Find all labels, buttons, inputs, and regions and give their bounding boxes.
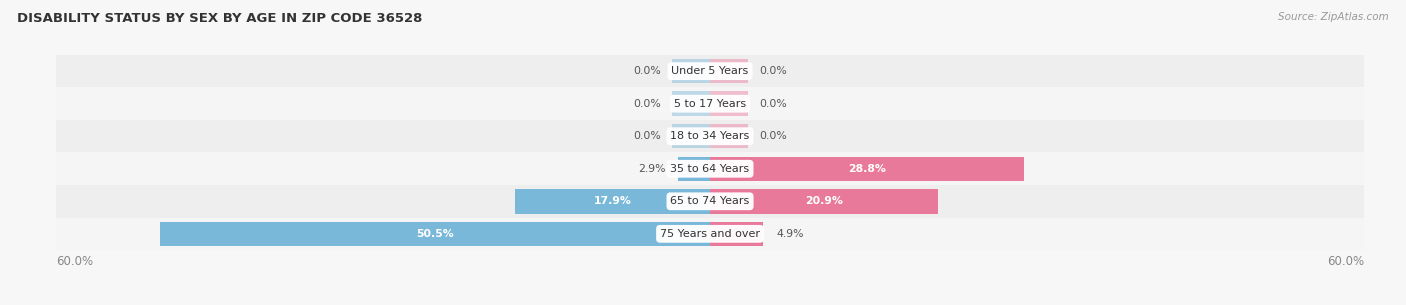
Text: 75 Years and over: 75 Years and over [659,229,761,239]
Bar [710,156,1024,181]
Bar [515,189,710,213]
Text: 35 to 64 Years: 35 to 64 Years [671,164,749,174]
Bar [710,124,748,149]
Text: DISABILITY STATUS BY SEX BY AGE IN ZIP CODE 36528: DISABILITY STATUS BY SEX BY AGE IN ZIP C… [17,12,422,25]
Bar [160,222,710,246]
Text: 2.9%: 2.9% [638,164,665,174]
Bar [56,120,1364,152]
Text: 0.0%: 0.0% [759,99,787,109]
Text: 60.0%: 60.0% [1327,255,1364,268]
Text: 4.9%: 4.9% [776,229,804,239]
Bar [710,189,938,213]
Bar [56,217,1364,250]
Bar [56,55,1364,88]
Text: 0.0%: 0.0% [759,66,787,76]
Text: 18 to 34 Years: 18 to 34 Years [671,131,749,141]
Bar [710,59,748,83]
Text: Under 5 Years: Under 5 Years [672,66,748,76]
Text: 0.0%: 0.0% [633,99,661,109]
Bar [56,152,1364,185]
Legend: Male, Female: Male, Female [638,304,782,305]
Text: 65 to 74 Years: 65 to 74 Years [671,196,749,206]
Bar [56,185,1364,217]
Bar [710,92,748,116]
Text: 60.0%: 60.0% [56,255,93,268]
Bar [679,156,710,181]
Bar [672,124,710,149]
Bar [56,88,1364,120]
Bar [672,59,710,83]
Text: 28.8%: 28.8% [848,164,886,174]
Text: 0.0%: 0.0% [633,66,661,76]
Bar [672,92,710,116]
Text: 5 to 17 Years: 5 to 17 Years [673,99,747,109]
Text: 0.0%: 0.0% [633,131,661,141]
Text: 50.5%: 50.5% [416,229,454,239]
Text: 17.9%: 17.9% [593,196,631,206]
Bar [710,222,763,246]
Text: 0.0%: 0.0% [759,131,787,141]
Text: 20.9%: 20.9% [806,196,842,206]
Text: Source: ZipAtlas.com: Source: ZipAtlas.com [1278,12,1389,22]
